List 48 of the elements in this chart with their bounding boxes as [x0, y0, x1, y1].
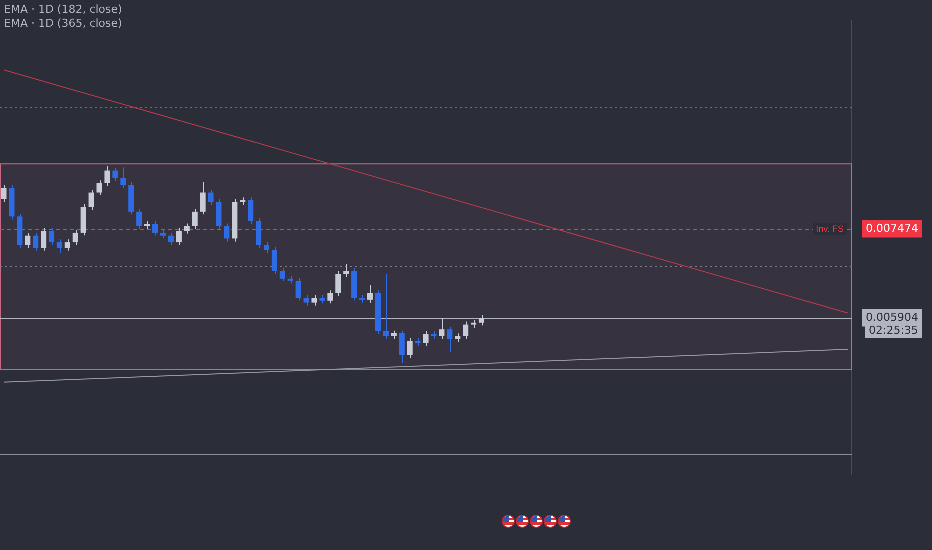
- candlestick: [312, 294, 318, 306]
- candlestick: [25, 232, 31, 249]
- candlestick: [64, 239, 70, 252]
- candlestick: [41, 228, 47, 252]
- candlestick: [120, 167, 126, 189]
- candlestick: [224, 223, 230, 242]
- candlestick: [1, 184, 7, 203]
- ref-line-label: Inv. FS: [816, 224, 844, 234]
- candlestick: [399, 330, 405, 364]
- candlestick: [478, 315, 485, 326]
- candlestick: [256, 218, 262, 249]
- candlestick: [304, 294, 310, 306]
- candlestick: [272, 247, 278, 275]
- candlestick: [383, 274, 389, 340]
- text: 02:25:35: [869, 324, 918, 337]
- candlestick: [184, 223, 190, 234]
- candlestick: [33, 232, 39, 252]
- y-tick-label: 0.007474: [866, 222, 918, 236]
- candlestick: [112, 168, 118, 182]
- candlestick: [176, 228, 182, 246]
- y-tick-label: 0.005904: [866, 310, 918, 324]
- candlestick: [280, 268, 286, 282]
- candlestick: [264, 242, 270, 254]
- candlestick: [367, 284, 374, 304]
- candlestick: [439, 318, 445, 340]
- candlestick: [463, 321, 469, 340]
- candlestick: [336, 270, 342, 297]
- candlestick: [104, 166, 110, 187]
- candlestick: [168, 232, 174, 246]
- candlestick: [407, 338, 413, 359]
- candlestick: [56, 239, 63, 254]
- candlestick: [192, 208, 198, 230]
- candlestick: [447, 326, 453, 353]
- candlestick: [152, 220, 158, 236]
- candlestick: [88, 190, 94, 211]
- candlestick: [208, 190, 214, 206]
- candlestick: [296, 278, 302, 302]
- candlestick: [136, 208, 142, 230]
- annotation: EMA · 1D (365, close): [4, 16, 122, 30]
- candlestick: [328, 290, 334, 304]
- candlestick: [48, 228, 55, 246]
- text: EMA · 1D (182, close): [4, 2, 122, 16]
- candlestick: [216, 198, 222, 230]
- candlestick: [248, 197, 254, 225]
- candlestick: [423, 330, 429, 347]
- candlestick: [72, 229, 78, 246]
- candlestick: [200, 182, 206, 216]
- candlestick: [96, 180, 102, 196]
